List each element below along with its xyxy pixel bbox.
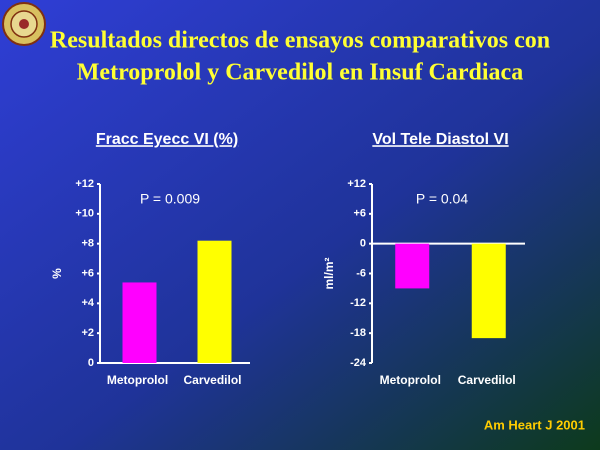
y-axis-label: ml/m²: [322, 257, 336, 289]
y-tick-label: +12: [347, 178, 366, 190]
y-tick-label: +2: [81, 327, 94, 339]
bar: [122, 282, 157, 363]
y-tick-label: 0: [88, 357, 94, 369]
y-tick-label: 0: [360, 238, 366, 250]
y-tick-label: -12: [350, 297, 366, 309]
y-tick-label: +10: [75, 208, 94, 220]
x-tick-label: Carvedilol: [183, 373, 241, 387]
y-tick-label: +6: [353, 208, 366, 220]
y-tick-label: +8: [81, 238, 94, 250]
y-tick-label: -24: [350, 357, 367, 369]
annotation: P = 0.009: [140, 191, 200, 207]
x-tick-label: Carvedilol: [458, 373, 516, 387]
y-tick-label: +6: [81, 267, 94, 279]
y-axis-label: %: [50, 268, 64, 279]
bar: [471, 243, 506, 339]
bar: [197, 240, 232, 363]
chart-title: Vol Tele Diastol VI: [372, 131, 508, 148]
annotation: P = 0.04: [416, 191, 469, 207]
y-tick-label: +4: [81, 297, 94, 309]
y-tick-label: +12: [75, 178, 94, 190]
bar: [395, 243, 430, 289]
title-line: Resultados directos de ensayos comparati…: [50, 28, 550, 54]
x-tick-label: Metoprolol: [107, 373, 168, 387]
x-tick-label: Metoprolol: [380, 373, 441, 387]
y-tick-label: -6: [356, 267, 366, 279]
chart-title: Fracc Eyecc VI (%): [96, 131, 238, 148]
source: Am Heart J 2001: [484, 417, 585, 432]
logo: [2, 2, 46, 46]
title-line: Metroprolol y Carvedilol en Insuf Cardia…: [77, 60, 523, 86]
y-tick-label: -18: [350, 327, 366, 339]
